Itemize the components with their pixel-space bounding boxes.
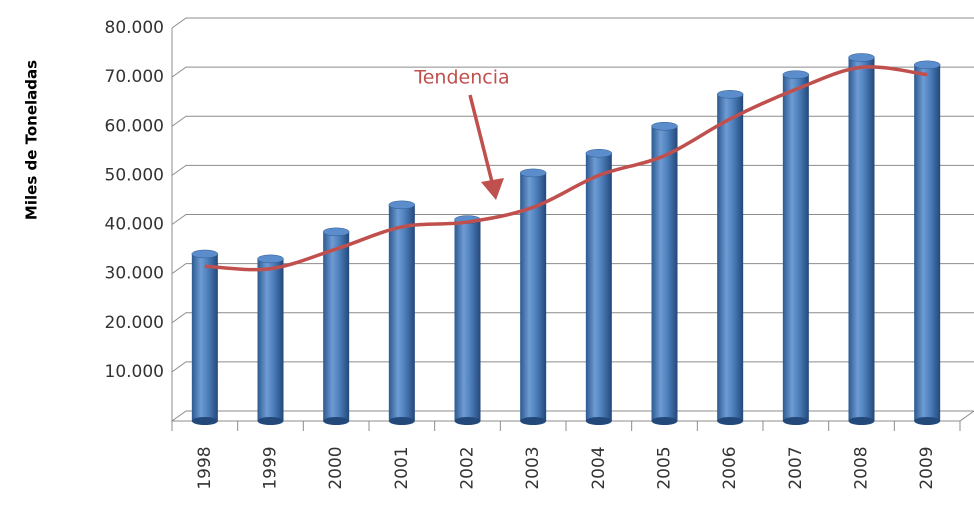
grid-line [171,361,974,373]
grid-line [171,312,974,324]
x-tick-label: 2000 [326,446,346,489]
bar [191,249,219,425]
bar [388,200,416,425]
annotation-arrowhead [481,178,504,200]
bar-part [322,227,350,237]
bar-part [848,417,875,425]
x-tick-label: 2005 [655,446,675,489]
bar-part [388,204,415,421]
bar-part [651,126,678,421]
grid-line [171,66,974,78]
bar-part [191,417,218,425]
bar [716,90,744,425]
bar-part [782,417,809,425]
bar-part [191,249,219,259]
y-tick-label: 10.000 [105,362,164,382]
x-tick-label: 2008 [852,446,872,489]
grid-line [171,17,974,29]
bar [585,149,613,425]
bar-part [914,64,941,421]
bar-part [388,417,415,425]
bar-part [454,417,481,425]
bar [913,60,941,425]
bar-part [782,70,810,79]
bar-part [717,94,744,421]
bar-part [257,258,284,421]
bar-part [651,417,678,425]
bar-part [191,253,218,421]
bar [848,53,875,425]
y-tick-label: 60.000 [105,116,164,136]
y-tick-label: 20.000 [105,313,164,333]
bar-part [913,60,941,70]
x-tick-label: 2002 [458,446,478,489]
bar [322,227,350,425]
bar-part [520,417,547,425]
bar [651,122,678,425]
y-tick-label: 50.000 [105,165,164,185]
grid-line [171,263,974,275]
bar-part [585,149,613,158]
trend-line [204,65,928,272]
bar-part [782,74,809,421]
bar-part [914,417,941,425]
bar-part [848,57,875,421]
x-tick-label: 2007 [786,446,806,489]
grid-line [171,115,974,127]
x-tick-label: 1999 [261,446,281,489]
bar-part [717,417,744,425]
bar-part [388,200,416,210]
bar [454,215,481,425]
bar [782,70,810,425]
bar-part [651,122,678,131]
grid-line [171,214,974,225]
x-tick-label: 2001 [392,446,412,489]
x-tick-label: 2009 [917,446,937,489]
bar-part [585,153,612,422]
bar-part [520,172,547,421]
y-tick-label: 30.000 [105,264,164,284]
x-tick-label: 2003 [523,446,543,489]
bar-part [848,53,875,62]
annotation-arrow [468,94,494,183]
bar-part [716,90,744,99]
grid-line [171,164,974,176]
bar-part [323,231,350,421]
bar [519,168,547,425]
bar-part [519,168,547,178]
y-tick-label: 70.000 [105,67,164,87]
bar-part [585,417,612,425]
y-tick-label: 40.000 [105,215,164,235]
x-tick-label: 1998 [195,446,215,489]
bar-part [454,219,481,421]
annotation: Tendencia [413,67,509,89]
x-tick-label: 2006 [720,446,740,489]
bar-part [257,254,284,264]
y-tick-label: 80.000 [105,18,164,38]
bar [257,254,284,425]
bar-part [257,417,284,425]
x-tick-label: 2004 [589,446,609,489]
bar-part [323,417,350,425]
y-axis-label: Miles de Toneladas [23,60,41,220]
